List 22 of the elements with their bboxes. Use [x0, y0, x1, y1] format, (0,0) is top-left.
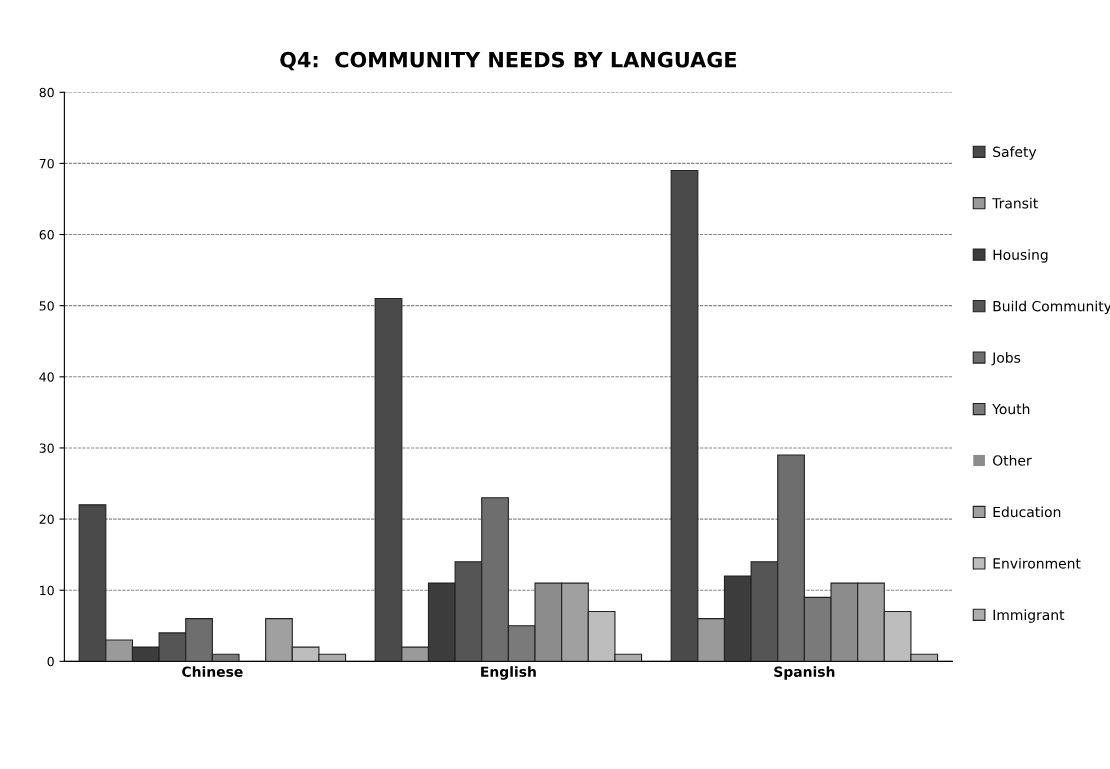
legend-label: Housing: [993, 249, 1048, 263]
y-tick-label: 50: [39, 301, 54, 311]
legend-label: Transit: [992, 197, 1038, 209]
y-tick-label: 40: [39, 372, 54, 382]
y-tick-label: 80: [39, 87, 54, 98]
legend-label: Safety: [993, 146, 1037, 160]
legend-label: Other: [993, 455, 1032, 466]
x-tick-label: Chinese: [182, 666, 243, 677]
x-tick-label: English: [481, 666, 536, 680]
y-tick-label: 60: [39, 230, 54, 240]
legend-label: Education: [993, 506, 1061, 518]
legend-label: Environment: [993, 557, 1081, 569]
legend-label: Jobs: [991, 352, 1021, 366]
y-tick-label: 0: [47, 656, 54, 667]
y-tick-label: 10: [40, 585, 54, 596]
chart-title: Q4: COMMUNITY NEEDS BY LANGUAGE: [280, 51, 737, 71]
x-tick-label: Spanish: [774, 666, 835, 680]
legend-label: Youth: [992, 403, 1030, 415]
legend-label: Immigrant: [993, 609, 1065, 623]
y-tick-label: 70: [39, 158, 54, 169]
y-tick-label: 20: [39, 514, 54, 524]
y-tick-label: 30: [39, 443, 54, 453]
